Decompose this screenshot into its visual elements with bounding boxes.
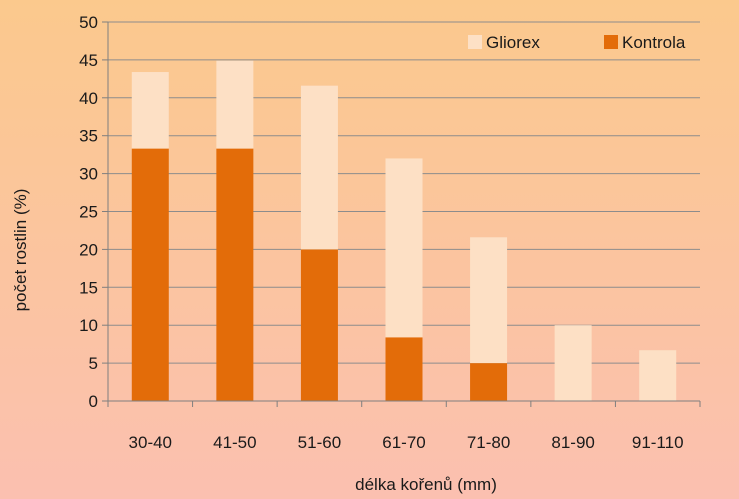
- x-tick-label-6: 91-110: [632, 433, 684, 452]
- axes: [102, 21, 701, 407]
- y-tick-label-3: 15: [79, 278, 98, 297]
- x-tick-label-1: 41-50: [213, 433, 256, 452]
- legend-swatch-kontrola: [604, 35, 618, 49]
- y-tick-labels: 0 5 10 15 20 25 30 35 40 45 50: [79, 13, 98, 411]
- x-tick-label-2: 51-60: [298, 433, 341, 452]
- legend-swatch-gliorex: [468, 35, 482, 49]
- bar-kontrola-41-50: [216, 148, 254, 401]
- y-tick-label-0: 0: [89, 392, 98, 411]
- bar-gliorex-51-60: [300, 85, 338, 250]
- bar-gliorex-71-80: [470, 237, 508, 364]
- x-tick-label-4: 71-80: [467, 433, 510, 452]
- y-tick-label-7: 35: [79, 127, 98, 146]
- x-tick-label-3: 61-70: [382, 433, 425, 452]
- bar-kontrola-51-60: [300, 249, 338, 401]
- y-tick-label-5: 25: [79, 203, 98, 222]
- y-tick-label-4: 20: [79, 240, 98, 259]
- bar-gliorex-61-70: [385, 158, 423, 338]
- y-tick-label-2: 10: [79, 316, 98, 335]
- bar-kontrola-61-70: [385, 337, 423, 401]
- x-tick-label-5: 81-90: [551, 433, 594, 452]
- legend: Gliorex Kontrola: [468, 33, 686, 52]
- bar-kontrola-30-40: [131, 148, 169, 401]
- legend-label-kontrola: Kontrola: [622, 33, 686, 52]
- x-axis-title: délka kořenů (mm): [355, 475, 497, 494]
- bar-gliorex-30-40: [131, 72, 169, 149]
- y-tick-label-10: 50: [79, 13, 98, 32]
- y-tick-label-1: 5: [89, 354, 98, 373]
- y-axis-title: počet rostlin (%): [11, 189, 30, 312]
- bar-gliorex-41-50: [216, 60, 254, 149]
- bars: [131, 60, 677, 401]
- x-tick-label-0: 30-40: [129, 433, 172, 452]
- bar-gliorex-91-110: [639, 350, 677, 401]
- bar-gliorex-81-90: [554, 325, 592, 401]
- bar-kontrola-71-80: [470, 363, 508, 401]
- y-tick-label-6: 30: [79, 165, 98, 184]
- y-tick-label-9: 45: [79, 51, 98, 70]
- x-tick-labels: 30-40 41-50 51-60 61-70 71-80 81-90 91-110: [129, 433, 684, 452]
- y-tick-label-8: 40: [79, 89, 98, 108]
- legend-label-gliorex: Gliorex: [486, 33, 540, 52]
